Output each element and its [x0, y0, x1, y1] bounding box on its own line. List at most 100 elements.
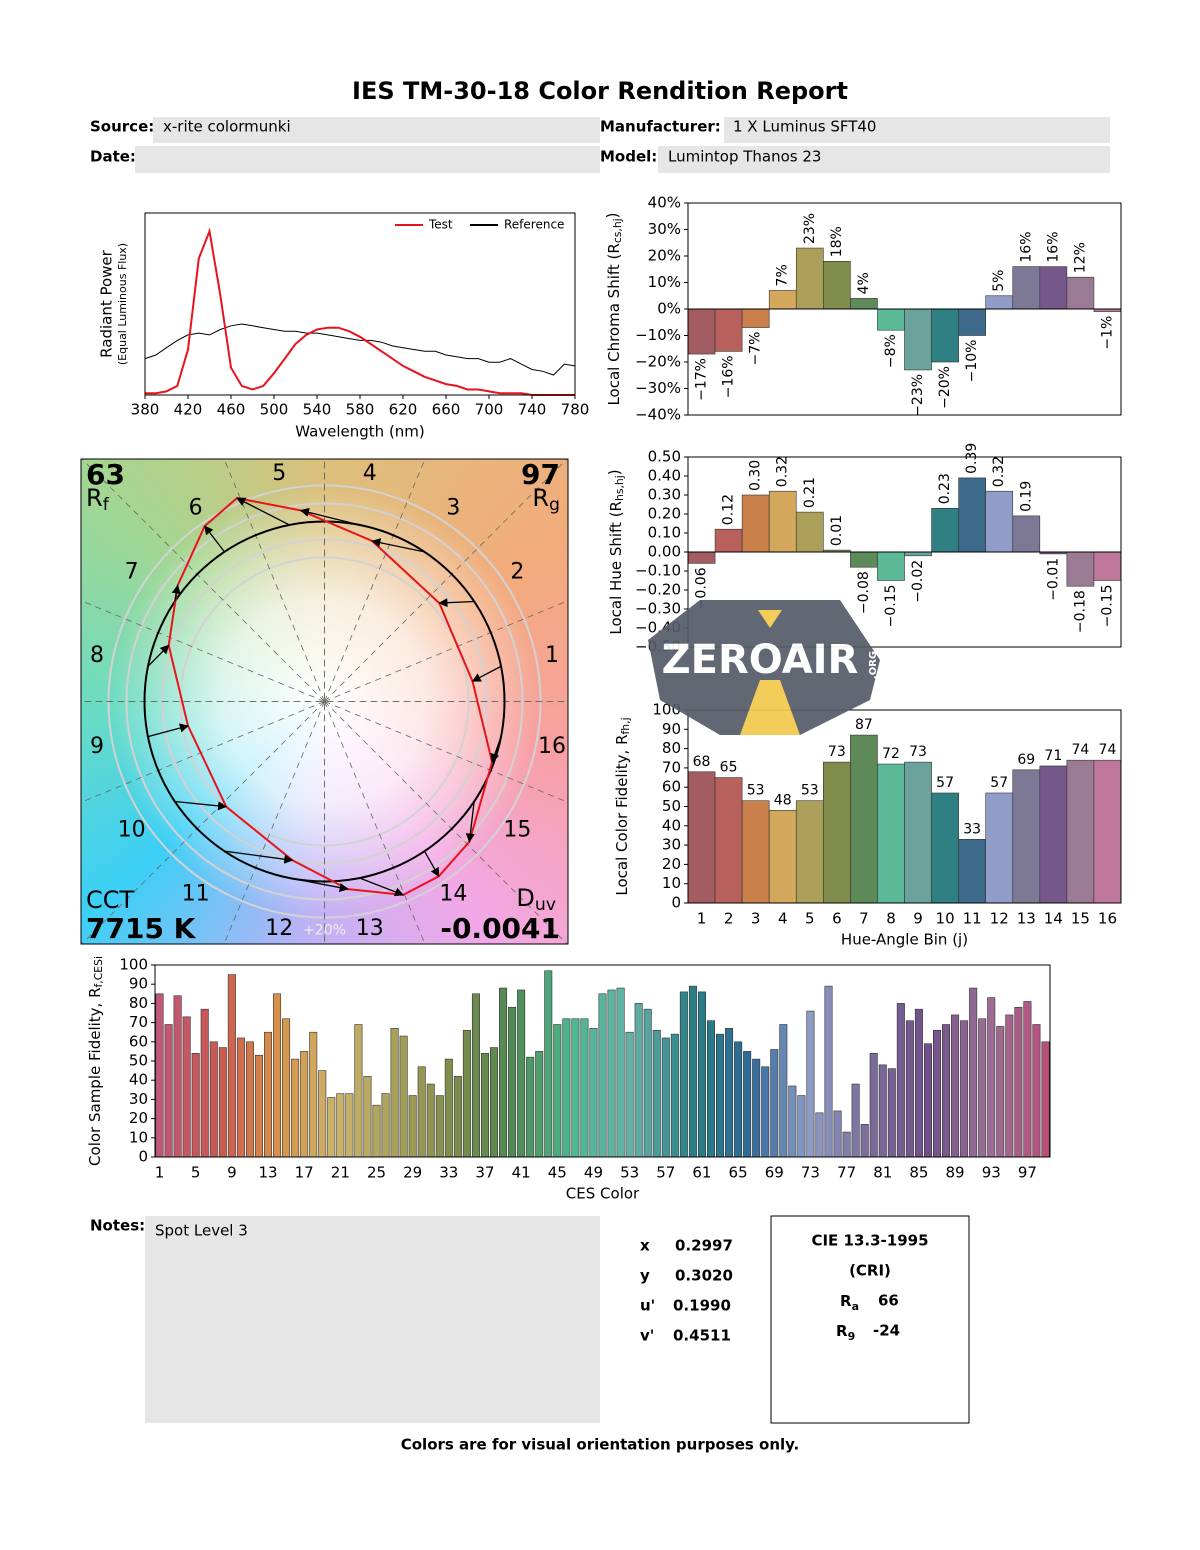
bar	[768, 490, 797, 553]
plot-frame	[144, 212, 576, 396]
bar	[1041, 1041, 1050, 1158]
x-tick-label: 700	[475, 401, 504, 419]
hue-bin-label: 1	[545, 643, 559, 668]
chromaticity: x 0.2997 y 0.3020 u' 0.1990 v' 0.4511	[640, 1237, 733, 1345]
shift-arrow	[204, 525, 226, 553]
chroma-value: 0.4511	[673, 1327, 731, 1345]
x-tick-label: 81	[873, 1164, 892, 1182]
bar	[687, 771, 716, 904]
bar	[697, 991, 706, 1158]
bar	[932, 1029, 942, 1158]
bar	[1066, 551, 1095, 587]
value-label: −0.06	[694, 567, 710, 610]
value-label: 7%	[775, 264, 791, 286]
bar	[372, 1104, 381, 1158]
value-label: −10%	[964, 340, 980, 383]
y-tick-label: 0	[138, 1148, 148, 1166]
value-label: 0.01	[829, 515, 845, 546]
value-label: 12%	[1072, 242, 1088, 273]
cri-subtitle: (CRI)	[849, 1262, 891, 1280]
x-tick-label: 15	[1071, 910, 1090, 928]
y-axis-label: Local Chroma Shift (Rcs,hj)	[603, 212, 624, 405]
x-tick-label: 77	[837, 1164, 856, 1182]
value-label: −0.15	[883, 585, 899, 628]
cct-value: 7715 K	[86, 912, 197, 945]
bar	[354, 1024, 363, 1158]
x-tick-label: 45	[548, 1164, 567, 1182]
value-label: 16%	[1018, 231, 1034, 262]
ring-label: +20%	[303, 923, 346, 939]
bar	[490, 1047, 499, 1158]
value-label: 53	[801, 783, 819, 799]
notes-box	[145, 1216, 600, 1423]
value-label: 33	[963, 821, 981, 837]
x-tick-label: 41	[512, 1164, 531, 1182]
rg-label-main: R	[532, 484, 549, 512]
x-tick-label: 16	[1098, 910, 1117, 928]
bar	[453, 1076, 462, 1158]
bar	[291, 1058, 300, 1158]
value-label: 57	[936, 775, 954, 791]
bar	[327, 1097, 336, 1158]
rf-label-sub: f	[103, 495, 110, 515]
field-label: Date:	[90, 148, 136, 166]
field-label: Model:	[600, 148, 657, 166]
bar	[282, 1018, 291, 1158]
bar	[958, 839, 986, 904]
value-label: −17%	[694, 358, 710, 401]
bar	[1032, 1024, 1041, 1158]
y-tick-label: 20	[662, 855, 681, 873]
x-tick-label: 660	[432, 401, 461, 419]
y-tick-label: 70	[129, 1013, 148, 1031]
bar	[985, 295, 1014, 310]
bar	[716, 1033, 725, 1158]
value-label: 0.32	[775, 456, 791, 487]
x-tick-label: 73	[801, 1164, 820, 1182]
bar	[714, 308, 743, 352]
bar	[714, 528, 743, 553]
r9-label: R9	[836, 1322, 855, 1344]
bar	[869, 1053, 878, 1158]
value-label: −0.01	[1045, 558, 1061, 601]
ring	[179, 556, 470, 847]
y-tick-label: 10	[129, 1128, 148, 1146]
watermark-icon	[758, 610, 782, 628]
bar	[851, 1083, 860, 1158]
shift-arrow	[236, 497, 290, 526]
bar	[336, 1093, 345, 1158]
value-label: 18%	[829, 226, 845, 257]
chroma-value: 0.3020	[675, 1267, 733, 1285]
field-value: Lumintop Thanos 23	[668, 148, 821, 166]
x-tick-label: 7	[859, 910, 869, 928]
bar	[779, 1024, 788, 1158]
bar	[444, 1058, 453, 1158]
value-label: −7%	[748, 332, 764, 366]
hue-bin-label: 11	[182, 881, 210, 906]
y-tick-label: 10%	[648, 273, 681, 291]
bar	[499, 987, 508, 1158]
field-box	[135, 146, 600, 173]
x-tick-label: 2	[724, 910, 734, 928]
hue-bin-label: 9	[90, 734, 104, 759]
rg-value: 97	[521, 458, 560, 491]
shift-arrow	[147, 723, 189, 738]
bar	[706, 1020, 715, 1158]
value-label: 0.23	[937, 473, 953, 504]
bar	[1012, 266, 1041, 310]
bar	[823, 260, 851, 310]
value-label: −20%	[937, 366, 953, 409]
bar	[931, 792, 959, 904]
watermark-road	[740, 680, 800, 735]
y-axis-label: Local Color Fidelity, Rfh,j	[613, 717, 632, 895]
y-tick-label: 30%	[648, 220, 681, 238]
y-axis-label: Radiant Power	[98, 249, 116, 358]
bar	[634, 1003, 643, 1158]
shift-arrow	[490, 736, 502, 763]
duv-label-sub: uv	[535, 895, 556, 915]
watermark-badge	[648, 600, 880, 735]
hue-bin-label: 3	[446, 496, 460, 521]
bar	[1039, 266, 1068, 310]
bar	[589, 1028, 598, 1158]
y-tick-label: 90	[662, 720, 681, 738]
